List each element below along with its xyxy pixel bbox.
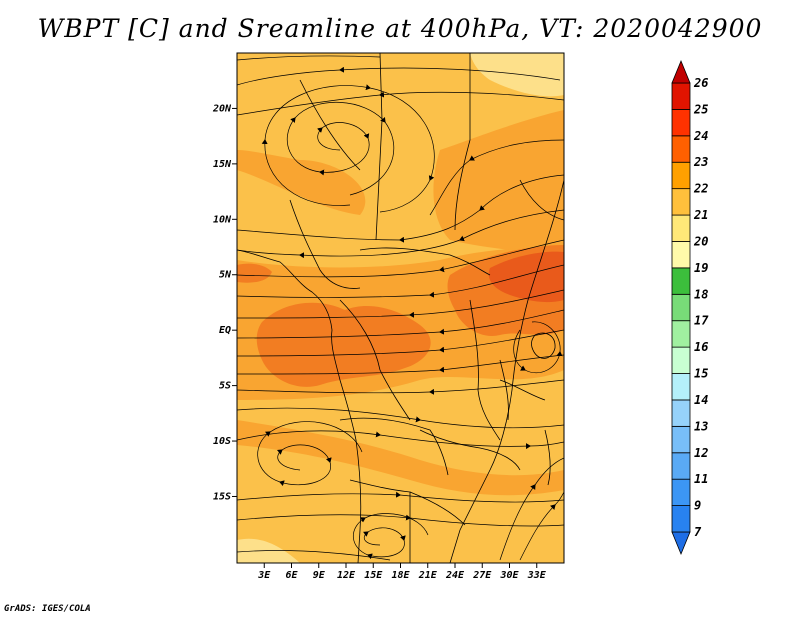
- streamline: [237, 289, 564, 319]
- colorbar-box: [671, 241, 691, 269]
- border-ethiopia: [519, 179, 564, 221]
- colorbar-label: 11: [694, 472, 708, 486]
- streamline-vortex-north-outer: [261, 84, 435, 213]
- colorbar-box: [671, 320, 691, 348]
- shade-20-north-pale: [470, 53, 564, 97]
- grads-credit: GrADS: IGES/COLA: [4, 604, 91, 614]
- lat-tick-label: 10N: [213, 214, 232, 225]
- streamline: [499, 457, 564, 561]
- colorbar-box: [671, 346, 691, 374]
- lake-malawi: [544, 429, 551, 486]
- colorbar-box: [671, 373, 691, 401]
- lon-tick-label: 3E: [257, 570, 271, 581]
- colorbar-label: 19: [694, 261, 708, 275]
- border-botswana: [409, 491, 466, 526]
- colorbar-box: [671, 425, 691, 454]
- streamlines: [237, 55, 564, 561]
- streamline: [237, 379, 564, 395]
- colorbar-box: [671, 135, 691, 163]
- streamline: [237, 430, 564, 450]
- colorbar-lower-triangle: [671, 531, 691, 556]
- colorbar-box: [671, 452, 691, 480]
- map-axes: 3E 6E 9E 12E 15E 18E 21E 24E 27E 30E 33E 20N 15N 10N 5…: [212, 103, 547, 581]
- colorbar-label: 7: [694, 525, 702, 539]
- streamline: [519, 491, 564, 561]
- lat-tick-label: 15N: [213, 159, 232, 170]
- streamline: [429, 139, 564, 216]
- map-panel: [237, 53, 564, 563]
- colorbar-label: 23: [693, 155, 708, 169]
- lat-tick-label: 5S: [219, 381, 231, 392]
- colorbar-label: 21: [693, 208, 708, 222]
- map-title: WBPT [C] and Sreamline at 400hPa, VT: 20…: [37, 14, 763, 43]
- colorbar-label: 17: [694, 314, 709, 328]
- lon-tick-label: 21E: [418, 570, 438, 581]
- streamline: [237, 209, 564, 259]
- lon-tick-label: 12E: [337, 570, 356, 581]
- colorbar-box: [671, 505, 691, 533]
- lat-tick-label: 5N: [219, 270, 232, 281]
- colorbar-label: 20: [693, 234, 708, 248]
- lon-tick-label: 33E: [527, 570, 547, 581]
- lon-tick-label: 27E: [472, 570, 492, 581]
- border-angola: [339, 417, 449, 476]
- coastline-west-africa: [237, 249, 362, 563]
- colorbar-label: 16: [694, 340, 708, 354]
- streamline-east-lake-loop: [513, 321, 563, 374]
- colorbar-label: 12: [694, 446, 708, 460]
- colorbar-box: [671, 109, 691, 137]
- border-tanzania: [499, 379, 546, 401]
- shade-24-east-core: [488, 251, 564, 303]
- shade-23-24-equator-west: [256, 302, 431, 387]
- streamline: [237, 264, 564, 298]
- streamline: [237, 239, 564, 278]
- colorbar-box: [671, 267, 691, 295]
- lon-tick-label: 30E: [499, 570, 519, 581]
- lat-tick-label: 10S: [213, 436, 231, 447]
- streamline: [237, 407, 564, 429]
- colorbar-box: [671, 161, 691, 190]
- lat-tick-label: EQ: [219, 325, 231, 336]
- colorbar-label: 25: [693, 102, 708, 116]
- colorbar-label: 15: [694, 367, 708, 381]
- streamline: [237, 55, 381, 61]
- streamline: [237, 309, 564, 339]
- lon-tick-label: 15E: [364, 570, 383, 581]
- colorbar-upper-triangle: [671, 59, 691, 84]
- lon-tick-label: 24E: [445, 570, 465, 581]
- colorbar-box: [671, 478, 691, 506]
- colorbar-label: 13: [694, 419, 708, 433]
- border-nigeria: [289, 199, 361, 289]
- colorbar-label: 18: [694, 287, 708, 301]
- colorbar-box: [671, 82, 691, 110]
- colorbar-label: 14: [694, 393, 708, 407]
- coastline-east-africa: [449, 179, 564, 563]
- lat-tick-label: 20N: [212, 103, 232, 114]
- lon-tick-label: 6E: [285, 570, 298, 581]
- streamline: [237, 66, 561, 86]
- lon-tick-label: 9E: [313, 570, 326, 581]
- colorbar-label: 24: [693, 129, 708, 143]
- streamline-vortex-south-east: [353, 513, 429, 560]
- shade-23-24-strip-5n: [237, 263, 272, 283]
- border-namibia: [349, 479, 411, 563]
- border-drc-east: [469, 299, 501, 441]
- lat-tick-label: 15S: [213, 491, 231, 502]
- streamline: [237, 329, 564, 357]
- streamline: [237, 550, 391, 561]
- colorbar-box: [671, 214, 691, 242]
- colorbar-label: 9: [694, 499, 701, 513]
- lon-tick-label: 18E: [391, 570, 410, 581]
- colorbar-box: [671, 188, 691, 216]
- colorbar-box: [671, 293, 691, 322]
- country-borders: [237, 53, 564, 563]
- lake-tanganyika: [499, 359, 509, 421]
- colorbar-label: 22: [693, 182, 708, 196]
- streamline-vortex-south: [257, 421, 363, 487]
- colorbar: 7 9 11 12 13 14 15 16 17 18 19 20 21 22 23 24 25 26: [671, 59, 709, 556]
- streamline: [237, 491, 564, 503]
- colorbar-box: [671, 399, 691, 427]
- colorbar-label: 26: [693, 76, 708, 90]
